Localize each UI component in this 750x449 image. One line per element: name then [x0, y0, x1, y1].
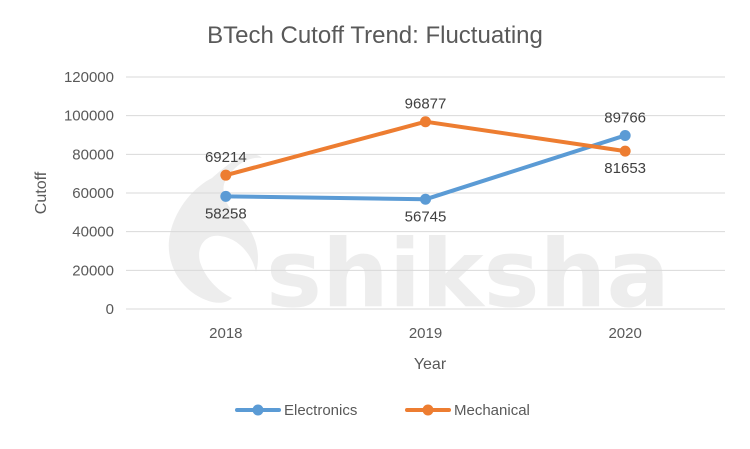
watermark: shiksha: [168, 154, 670, 329]
x-axis-ticks: 2018 2019 2020: [209, 325, 642, 342]
legend-label: Electronics: [284, 402, 357, 419]
data-label: 89766: [604, 109, 646, 126]
watermark-logo-icon: [168, 154, 262, 303]
chart-title: BTech Cutoff Trend: Fluctuating: [207, 22, 543, 49]
legend-marker-icon: [252, 404, 264, 416]
y-axis-ticks: 0 20000 40000 60000 80000 100000 120000: [64, 69, 114, 318]
data-label: 56745: [405, 208, 447, 225]
series-layer: 58258 56745 89766 69214 96877 81653: [205, 96, 646, 226]
watermark-text: shiksha: [266, 220, 670, 329]
x-tick-label: 2018: [209, 325, 242, 342]
y-tick-label: 80000: [72, 146, 114, 163]
series-mechanical: 69214 96877 81653: [205, 96, 646, 181]
data-label: 58258: [205, 205, 247, 222]
data-point: [420, 116, 431, 128]
legend: Electronics Mechanical: [235, 402, 530, 419]
y-tick-label: 40000: [72, 224, 114, 241]
legend-marker-icon: [422, 404, 434, 416]
y-axis-title: Cutoff: [33, 171, 50, 214]
legend-item-mechanical: Mechanical: [405, 402, 530, 419]
y-tick-label: 60000: [72, 185, 114, 202]
series-electronics: 58258 56745 89766: [205, 109, 646, 225]
x-tick-label: 2019: [409, 325, 442, 342]
legend-label: Mechanical: [454, 402, 530, 419]
legend-item-electronics: Electronics: [235, 402, 357, 419]
y-tick-label: 100000: [64, 108, 114, 125]
x-axis-title: Year: [414, 356, 447, 373]
data-label: 69214: [205, 149, 247, 166]
data-point: [220, 190, 232, 202]
y-tick-label: 0: [106, 301, 114, 318]
data-label: 96877: [405, 96, 447, 113]
data-label: 81653: [604, 160, 646, 177]
data-point: [619, 129, 631, 141]
data-point: [420, 193, 431, 205]
x-tick-label: 2020: [608, 325, 641, 342]
data-point: [220, 169, 232, 181]
y-tick-label: 120000: [64, 69, 114, 86]
y-tick-label: 20000: [72, 262, 114, 279]
data-point: [619, 145, 631, 157]
series-line: [223, 133, 628, 202]
series-line: [223, 119, 628, 178]
